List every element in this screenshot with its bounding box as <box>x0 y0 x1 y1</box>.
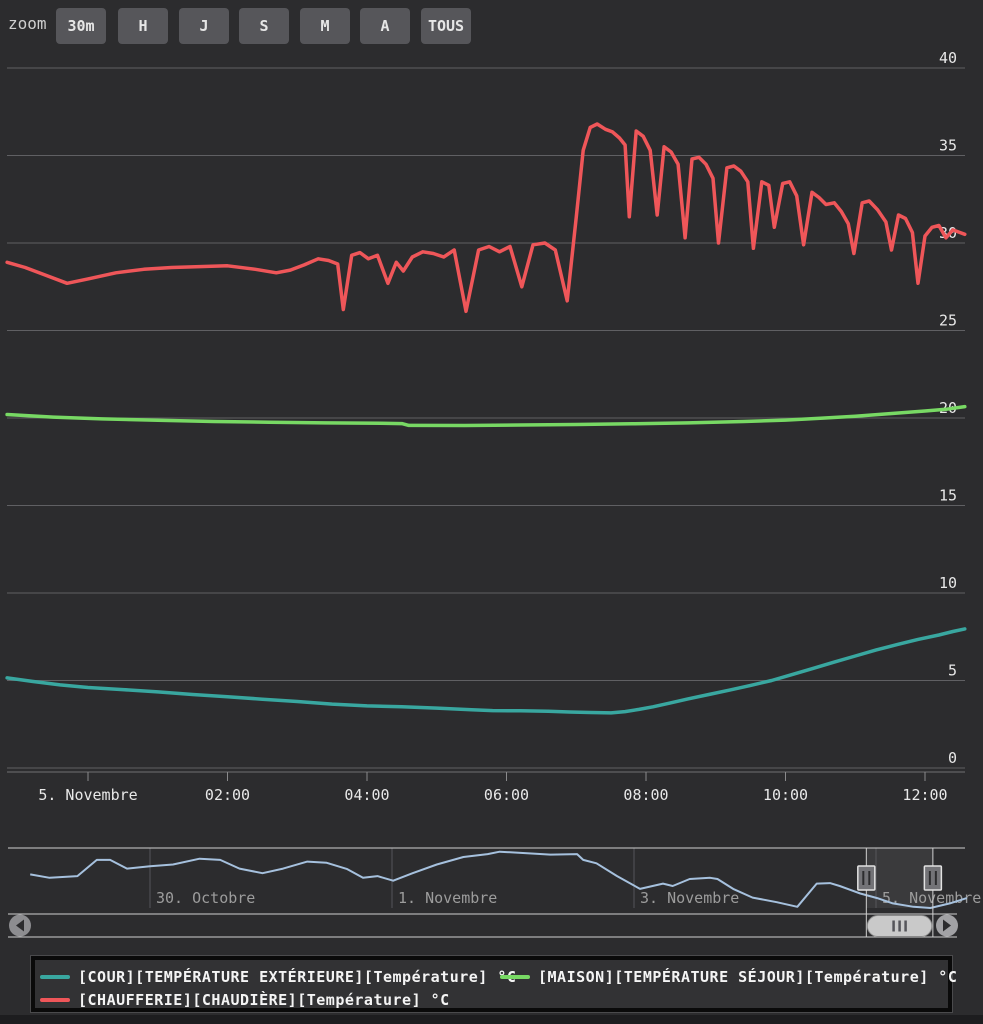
y-axis-label: 5 <box>948 662 957 680</box>
x-axis: 5. Novembre 02:00 04:00 06:00 08:00 10:00 12:0… <box>7 771 965 804</box>
x-axis-label: 08:00 <box>623 786 668 804</box>
scrollbar-thumb[interactable] <box>866 915 933 937</box>
y-axis-label: 10 <box>939 574 957 592</box>
x-axis-label: 5. Novembre <box>38 786 137 804</box>
legend <box>31 956 952 1012</box>
y-axis-label: 40 <box>939 49 957 67</box>
handle-grip-icon <box>857 865 876 891</box>
legend-item-label: [CHAUFFERIE][CHAUDIÈRE][Température] °C <box>78 991 450 1009</box>
scrollbar-right-button[interactable] <box>936 914 958 937</box>
left-arrow-icon <box>16 919 24 932</box>
navigator-axis-label: 1. Novembre <box>398 889 497 907</box>
series-line-outdoor-temperature <box>5 627 967 715</box>
zoom-label: zoom <box>8 14 47 33</box>
range-button-j[interactable]: J <box>179 8 229 44</box>
range-button-30m[interactable]: 30m <box>56 8 106 44</box>
x-axis-label: 12:00 <box>902 786 947 804</box>
boiler-temperature-marker <box>40 998 70 1002</box>
legend-item-label: [MAISON][TEMPÉRATURE SÉJOUR][Température… <box>538 968 958 986</box>
x-axis-label: 02:00 <box>205 786 250 804</box>
navigator-series-line <box>30 850 968 909</box>
y-axis-label: 35 <box>939 137 957 155</box>
range-button-s[interactable]: S <box>239 8 289 44</box>
y-axis-label: 0 <box>948 749 957 767</box>
series-line-boiler-temperature <box>5 122 967 314</box>
x-axis-label: 06:00 <box>484 786 529 804</box>
range-button-h[interactable]: H <box>118 8 168 44</box>
living-room-temperature-marker <box>500 975 530 979</box>
navigator-handle-left[interactable] <box>857 848 876 937</box>
legend-item-living-room-temperature[interactable]: [MAISON][TEMPÉRATURE SÉJOUR][Température… <box>500 968 957 986</box>
navigator: 30. Octobre 1. Novembre 3. Novembre 5. Nove… <box>8 847 981 937</box>
x-axis-label: 04:00 <box>344 786 389 804</box>
navigator-handle-right[interactable] <box>923 848 943 937</box>
page-footer-strip <box>0 1015 983 1024</box>
chart-plot-area[interactable] <box>7 45 965 772</box>
y-axis-label: 15 <box>939 487 957 505</box>
navigator-axis-label: 30. Octobre <box>156 889 255 907</box>
y-axis-label: 25 <box>939 312 957 330</box>
navigator-axis-label: 5. Novembre <box>882 889 981 907</box>
range-button-a[interactable]: A <box>360 8 410 44</box>
range-button-m[interactable]: M <box>300 8 350 44</box>
outdoor-temperature-marker <box>40 975 70 979</box>
handle-grip-icon <box>923 865 943 891</box>
legend-item-label: [COUR][TEMPÉRATURE EXTÉRIEURE][Températu… <box>78 968 517 986</box>
scrollbar[interactable] <box>8 913 958 938</box>
right-arrow-icon <box>943 919 951 932</box>
series-line-living-room-temperature <box>5 404 967 428</box>
scrollbar-left-button[interactable] <box>9 914 31 937</box>
legend-item-outdoor-temperature[interactable]: [COUR][TEMPÉRATURE EXTÉRIEURE][Températu… <box>40 968 516 986</box>
x-axis-label: 10:00 <box>763 786 808 804</box>
range-button-tous[interactable]: TOUS <box>421 8 471 44</box>
navigator-axis-label: 3. Novembre <box>640 889 739 907</box>
legend-item-boiler-temperature[interactable]: [CHAUFFERIE][CHAUDIÈRE][Température] °C <box>40 991 450 1009</box>
